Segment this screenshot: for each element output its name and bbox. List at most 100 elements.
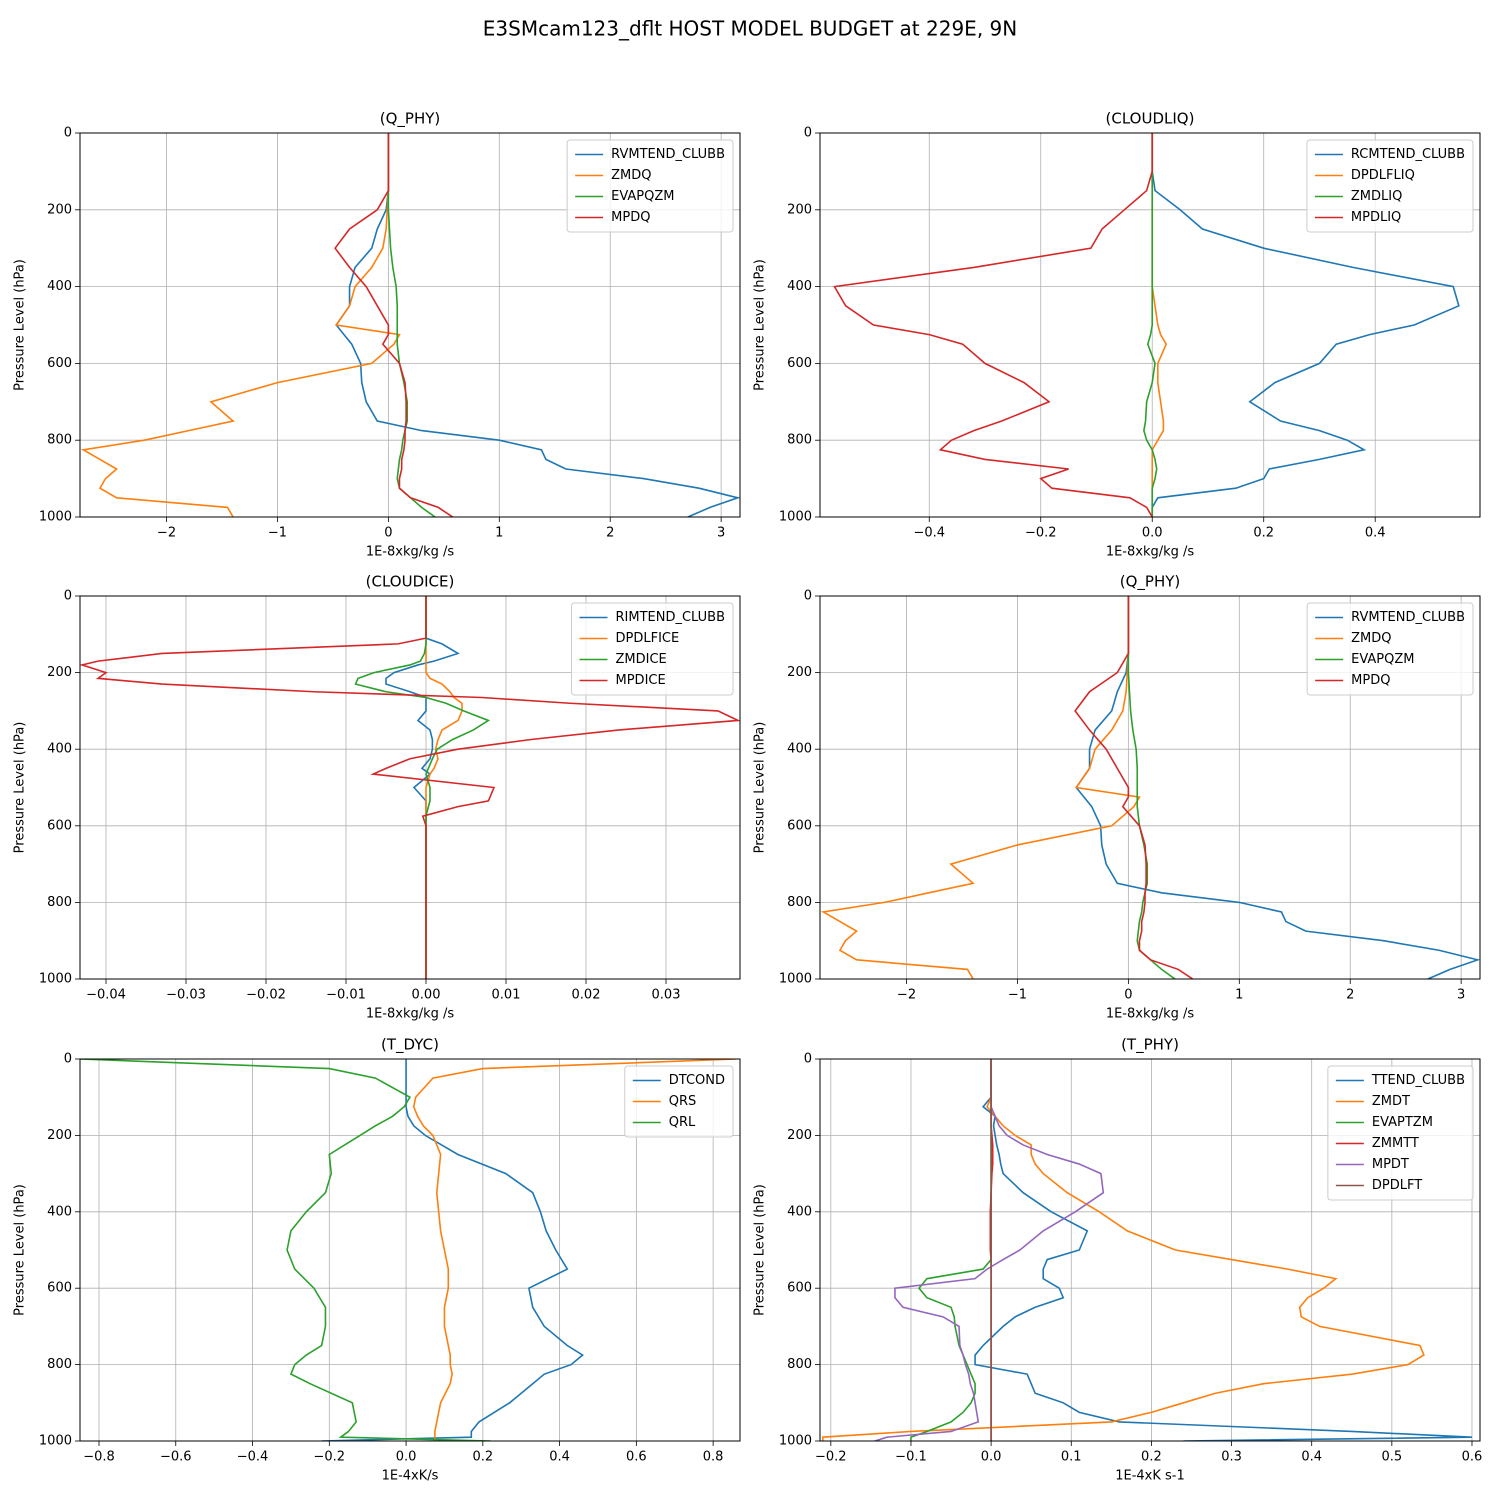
x-tick-label: 0.2 (1141, 1450, 1162, 1465)
legend-label: EVAPQZM (1351, 652, 1414, 667)
subplot: −0.4 −0.2 0.0 0.2 0.4 0 200 400 600 800 1000 (CLOUD… (753, 110, 1481, 560)
y-tick-label: 600 (47, 1281, 72, 1296)
legend-label: MPDQ (611, 210, 650, 225)
x-tick-label: 0.0 (1142, 526, 1163, 541)
x-axis-label: 1E-8xkg/kg /s (1106, 1007, 1195, 1022)
x-tick-label: 2 (1346, 988, 1354, 1003)
subplot-title: (CLOUDICE) (366, 573, 455, 591)
data-line (1143, 133, 1158, 517)
y-tick-label: 800 (47, 1357, 72, 1372)
x-tick-label: −2 (897, 988, 916, 1003)
y-tick-label: 400 (787, 279, 812, 294)
legend-label: ZMDQ (611, 168, 651, 183)
y-tick-label: 600 (47, 356, 72, 371)
y-tick-label: 600 (787, 1281, 812, 1296)
legend: RCMTEND_CLUBB DPDLFLIQ ZMDLIQ MPDLIQ (1306, 139, 1474, 233)
y-tick-label: 200 (47, 1128, 72, 1143)
y-tick-label: 200 (47, 665, 72, 680)
legend-label: MPDT (1372, 1157, 1409, 1172)
y-tick-label: 400 (787, 1204, 812, 1219)
x-tick-label: 0.00 (412, 988, 441, 1003)
x-tick-label: 0.4 (1301, 1450, 1322, 1465)
legend-label: EVAPQZM (611, 189, 674, 204)
data-line (335, 133, 740, 517)
data-line (334, 133, 454, 517)
y-tick-label: 0 (804, 589, 812, 604)
y-tick-label: 400 (787, 742, 812, 757)
subplot-title: (T_PHY) (1121, 1036, 1179, 1055)
legend-label: ZMDLIQ (1351, 189, 1402, 204)
x-tick-label: 0.8 (703, 1450, 724, 1465)
legend-label: RIMTEND_CLUBB (616, 610, 726, 625)
y-tick-label: 1000 (39, 510, 72, 525)
legend-label: DPDLFICE (616, 631, 680, 646)
axes-frame (79, 595, 741, 980)
subplot-title: (CLOUDLIQ) (1106, 110, 1195, 128)
plot-area (80, 1059, 737, 1441)
figure-title: E3SMcam123_dflt HOST MODEL BUDGET at 229… (483, 17, 1017, 41)
axes-frame (79, 1058, 741, 1442)
x-tick-label: −1 (268, 526, 287, 541)
data-line (1074, 596, 1194, 979)
y-tick-label: 600 (47, 818, 72, 833)
x-tick-label: −0.1 (895, 1450, 927, 1465)
x-tick-label: 0.6 (626, 1450, 647, 1465)
subplot-title: (Q_PHY) (380, 110, 441, 129)
data-line (1151, 133, 1460, 517)
legend-label: RVMTEND_CLUBB (1351, 610, 1465, 625)
subplot: −2 −1 0 1 2 3 0 200 400 600 800 1000 (Q_PHY) 1E-8xkg/… (753, 573, 1481, 1022)
subplot: −2 −1 0 1 2 3 0 200 400 600 800 1000 (Q_PHY) 1E-8xkg/… (13, 110, 741, 560)
x-tick-label: 0.2 (1253, 526, 1274, 541)
legend-label: MPDICE (616, 673, 666, 688)
legend-label: RCMTEND_CLUBB (1351, 147, 1465, 162)
y-tick-label: 800 (47, 895, 72, 910)
x-tick-label: 0.2 (472, 1450, 493, 1465)
legend: RVMTEND_CLUBB ZMDQ EVAPQZM MPDQ (566, 139, 734, 233)
legend-box (1306, 602, 1474, 696)
subplot-title: (Q_PHY) (1120, 573, 1181, 592)
plot-area (80, 133, 740, 517)
x-tick-label: 1 (1235, 988, 1243, 1003)
x-axis-label: 1E-8xkg/kg /s (366, 545, 455, 560)
data-line (387, 133, 436, 517)
x-tick-label: 0.02 (572, 988, 601, 1003)
x-axis-label: 1E-8xkg/kg /s (366, 1007, 455, 1022)
x-tick-label: 0.01 (492, 988, 521, 1003)
x-tick-label: −1 (1008, 988, 1027, 1003)
data-line (833, 133, 1154, 517)
data-line (80, 133, 401, 517)
legend-label: QRS (669, 1094, 697, 1109)
y-tick-label: 400 (47, 1204, 72, 1219)
x-tick-label: −2 (157, 526, 176, 541)
plot-area (822, 1059, 1473, 1441)
x-tick-label: 0 (1124, 988, 1132, 1003)
y-axis-label: Pressure Level (hPa) (753, 259, 768, 391)
legend-label: ZMDT (1372, 1094, 1410, 1109)
y-axis-label: Pressure Level (hPa) (13, 259, 28, 391)
data-line (1127, 596, 1176, 979)
x-tick-label: 3 (717, 526, 725, 541)
y-tick-label: 1000 (39, 972, 72, 987)
y-tick-label: 200 (787, 665, 812, 680)
y-tick-label: 0 (804, 1052, 812, 1067)
data-line (412, 1059, 737, 1441)
data-line (820, 596, 1141, 979)
x-tick-label: 0 (384, 526, 392, 541)
x-axis-label: 1E-4xK/s (382, 1469, 439, 1484)
y-tick-label: 600 (787, 356, 812, 371)
x-axis-label: 1E-4xK s-1 (1115, 1469, 1185, 1484)
legend-label: MPDQ (1351, 673, 1390, 688)
y-axis-label: Pressure Level (hPa) (753, 1184, 768, 1316)
x-tick-label: 3 (1457, 988, 1465, 1003)
x-tick-label: 0.4 (549, 1450, 570, 1465)
subplot: −0.04 −0.03 −0.02 −0.01 0.00 0.01 0.02 0.03 0 200… (13, 573, 741, 1022)
x-tick-label: −0.04 (86, 988, 126, 1003)
legend-label: DTCOND (669, 1073, 725, 1088)
y-tick-label: 800 (787, 433, 812, 448)
x-axis-label: 1E-8xkg/kg /s (1106, 545, 1195, 560)
axes-frame (819, 595, 1481, 980)
x-tick-label: 0.5 (1381, 1450, 1402, 1465)
subplot-title: (T_DYC) (381, 1036, 439, 1055)
